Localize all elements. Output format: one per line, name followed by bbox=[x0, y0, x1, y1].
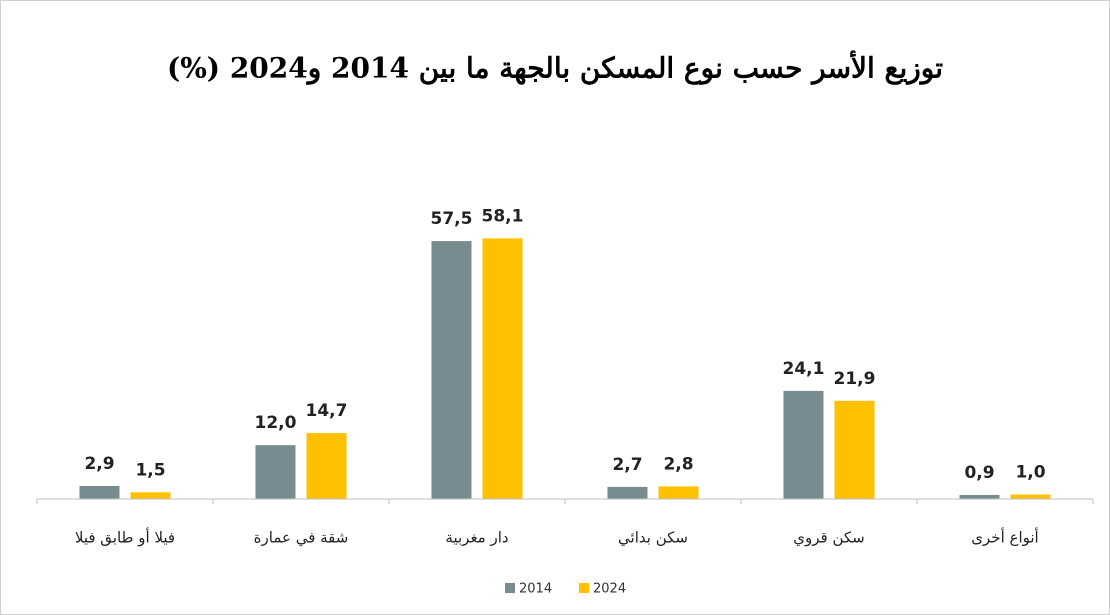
bar bbox=[959, 494, 1000, 499]
x-tick-label: دار مغربية bbox=[445, 529, 508, 547]
x-tick-label: شقة في عمارة bbox=[254, 529, 349, 548]
value-label: 57,5 bbox=[431, 209, 473, 229]
bar bbox=[79, 485, 120, 499]
x-tick-label: سكن قروي bbox=[793, 529, 864, 548]
x-tick-label: سكن بدائي bbox=[618, 529, 688, 548]
value-label: 0,9 bbox=[964, 463, 994, 483]
x-tick-label: فيلا أو طابق فيلا bbox=[75, 528, 175, 547]
legend-swatch bbox=[579, 583, 589, 593]
bar bbox=[130, 492, 171, 499]
value-label: 2,7 bbox=[612, 455, 642, 475]
value-label: 21,9 bbox=[834, 369, 876, 389]
bar bbox=[783, 390, 824, 499]
value-label: 24,1 bbox=[783, 359, 825, 379]
legend-swatch bbox=[505, 583, 515, 593]
bar bbox=[431, 241, 472, 500]
value-label: 12,0 bbox=[255, 413, 297, 433]
bar bbox=[255, 445, 296, 499]
value-label: 2,9 bbox=[84, 454, 114, 474]
bar bbox=[1010, 494, 1051, 499]
value-label: 1,0 bbox=[1015, 463, 1045, 483]
value-label: 14,7 bbox=[306, 401, 348, 421]
legend-label: 2014 bbox=[519, 582, 552, 597]
legend-label: 2024 bbox=[593, 582, 626, 597]
value-label: 2,8 bbox=[663, 454, 693, 474]
chart-title: توزيع الأسر حسب نوع المسكن بالجهة ما بين… bbox=[167, 51, 943, 86]
value-label: 1,5 bbox=[135, 460, 165, 480]
value-label: 58,1 bbox=[482, 206, 524, 226]
bar bbox=[834, 400, 875, 499]
bar bbox=[607, 486, 648, 499]
bar bbox=[658, 486, 699, 499]
x-tick-label: أنواع أخرى bbox=[971, 528, 1038, 547]
bar bbox=[482, 238, 523, 499]
bar bbox=[306, 433, 347, 499]
